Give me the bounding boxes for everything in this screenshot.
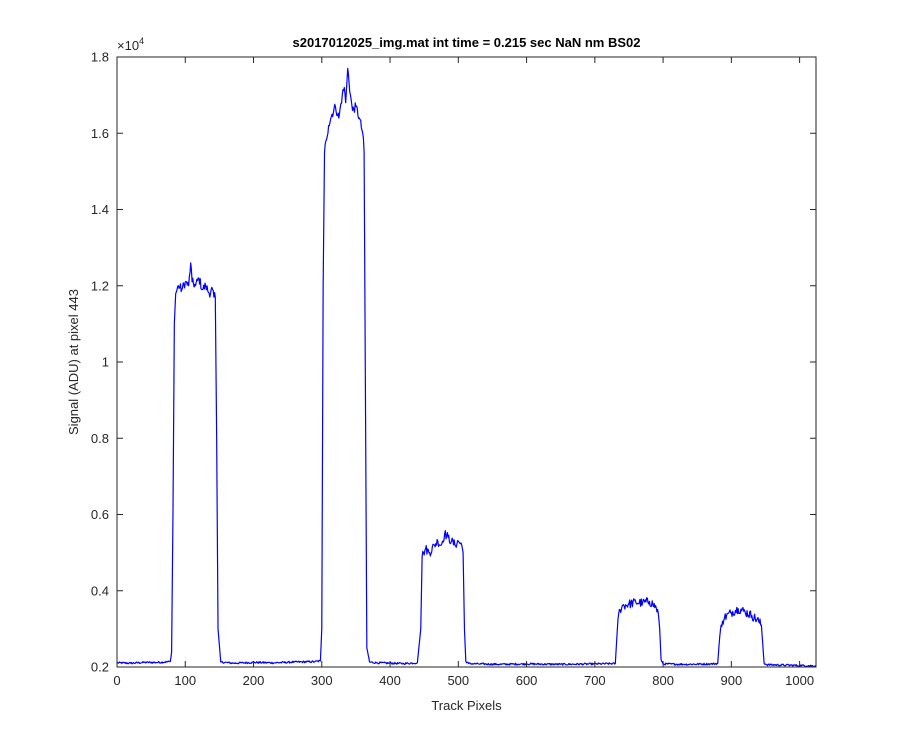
x-tick-label: 600 [516, 673, 538, 688]
y-exponent-label: ×104 [117, 36, 144, 53]
y-tick-label: 0.8 [91, 431, 109, 446]
ticks-layer: 0 100 200 300 400 500 600 700 800 900 1000 0.2 0.4 0.… [91, 50, 816, 688]
x-tick-label: 500 [447, 673, 469, 688]
x-tick-label: 400 [379, 673, 401, 688]
y-tick-label: 1 [102, 355, 109, 370]
y-tick-label: 0.6 [91, 507, 109, 522]
axes-background [117, 57, 816, 667]
x-axis-label: Track Pixels [431, 698, 502, 713]
x-tick-label: 100 [174, 673, 196, 688]
y-tick-label: 1.2 [91, 278, 109, 293]
y-exponent-power: 4 [139, 36, 144, 46]
y-tick-label: 0.4 [91, 583, 109, 598]
y-tick-label: 0.2 [91, 660, 109, 675]
x-tick-label: 200 [243, 673, 265, 688]
x-tick-label: 900 [721, 673, 743, 688]
x-tick-label: 300 [311, 673, 333, 688]
y-exponent-base: ×10 [117, 38, 139, 53]
series-layer [116, 67, 817, 668]
y-axis-label: Signal (ADU) at pixel 443 [66, 289, 81, 435]
y-tick-label: 1.8 [91, 50, 109, 65]
y-tick-label: 1.4 [91, 202, 109, 217]
x-tick-label: 700 [584, 673, 606, 688]
x-tick-label: 1000 [785, 673, 814, 688]
y-tick-label: 1.6 [91, 126, 109, 141]
x-tick-label: 800 [652, 673, 674, 688]
series-line [116, 67, 817, 668]
chart-title: s2017012025_img.mat int time = 0.215 sec… [293, 35, 641, 50]
x-tick-label: 0 [113, 673, 120, 688]
